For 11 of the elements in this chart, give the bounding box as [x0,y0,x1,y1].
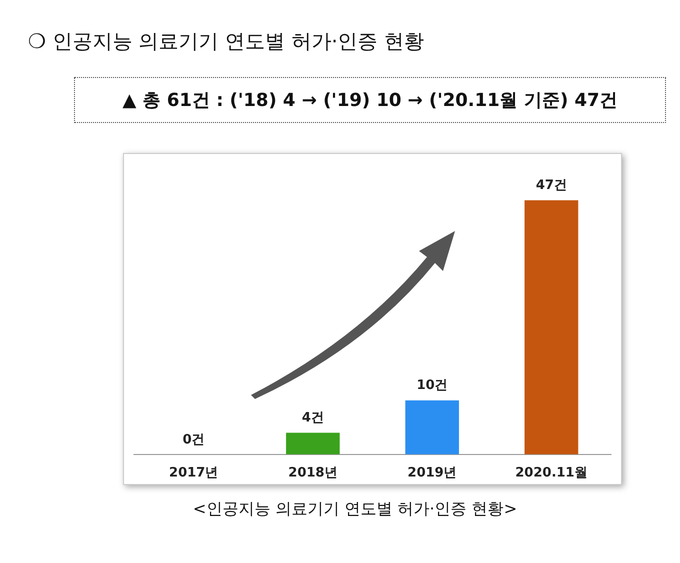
data-label: 47건 [536,178,567,194]
x-tick-label: 2019년 [408,466,457,481]
text: <인공지능 의료기기 연도별 허가·인증 현황> [192,499,518,520]
x-tick-label: 2018년 [288,466,338,481]
data-label: 0건 [182,432,205,448]
data-label: 10건 [416,378,448,394]
chart-subtitle: ▲ 총 61건 : ('18) 4 → ('19) 10 → ('20.11월 기준) 47건 [74,77,666,123]
x-tick-label: 2020.11월 [515,466,588,481]
data-label: 4건 [302,410,324,426]
x-tick-label: 2017년 [169,466,218,481]
chart-title: ❍ 인공지능 의료기기 연도별 허가·인증 현황 [28,28,426,55]
